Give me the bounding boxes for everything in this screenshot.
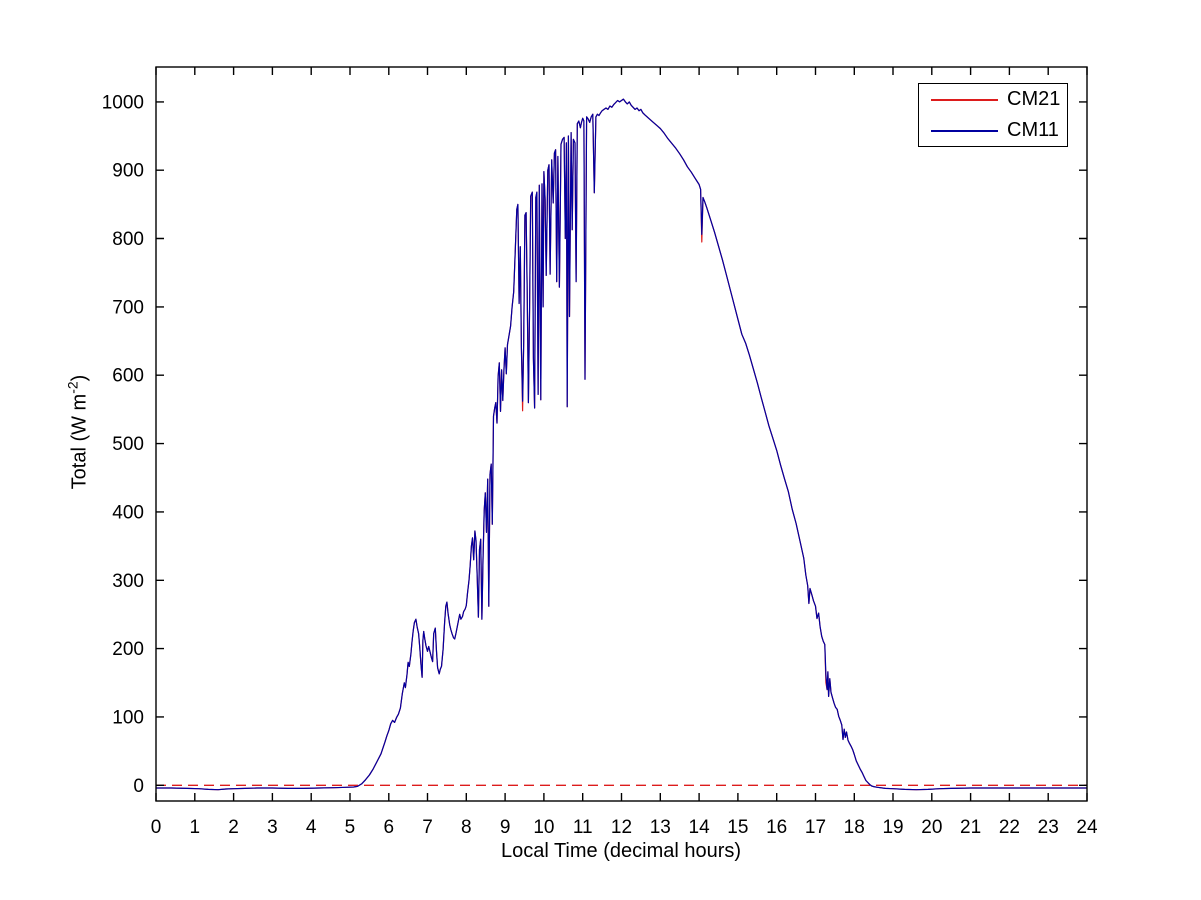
x-tick-label: 4 xyxy=(306,817,317,838)
x-tick-label: 9 xyxy=(500,817,511,838)
x-tick-label: 3 xyxy=(267,817,278,838)
y-axis-label: Total (W m-2) xyxy=(65,375,92,490)
legend: CM21 CM11 xyxy=(918,83,1068,147)
y-tick-label: 100 xyxy=(112,707,144,728)
y-tick-label: 600 xyxy=(112,366,144,387)
legend-label-cm11: CM11 xyxy=(1007,119,1059,141)
x-tick-label: 22 xyxy=(999,817,1020,838)
legend-entry-cm11: CM11 xyxy=(919,116,1067,146)
x-tick-label: 24 xyxy=(1076,817,1098,838)
y-tick-label: 500 xyxy=(112,434,144,455)
x-tick-label: 6 xyxy=(383,817,394,838)
x-tick-label: 21 xyxy=(960,817,981,838)
y-tick-label: 1000 xyxy=(102,92,144,113)
x-tick-label: 15 xyxy=(727,817,748,838)
x-tick-label: 2 xyxy=(228,817,239,838)
x-tick-label: 0 xyxy=(151,817,162,838)
y-tick-label: 0 xyxy=(133,776,144,797)
x-tick-label: 11 xyxy=(573,817,593,838)
x-tick-label: 14 xyxy=(689,817,711,838)
x-tick-label: 8 xyxy=(461,817,472,838)
y-tick-label: 800 xyxy=(112,229,144,250)
axes-box xyxy=(155,66,1088,802)
x-tick-label: 16 xyxy=(766,817,787,838)
series-line-cm21 xyxy=(156,98,1087,791)
x-tick-label: 7 xyxy=(422,817,433,838)
x-tick-label: 13 xyxy=(650,817,671,838)
x-tick-label: 23 xyxy=(1038,817,1059,838)
x-axis-label: Local Time (decimal hours) xyxy=(500,840,742,862)
x-tick-label: 1 xyxy=(190,817,201,838)
legend-label-cm21: CM21 xyxy=(1007,88,1061,110)
legend-entry-cm21: CM21 xyxy=(919,85,1067,115)
y-axis-label-suffix: ) xyxy=(68,374,91,382)
y-axis-label-superscript: -2 xyxy=(64,381,81,394)
y-tick-label: 700 xyxy=(112,297,144,318)
x-tick-label: 18 xyxy=(844,817,865,838)
y-tick-label: 400 xyxy=(112,502,144,523)
legend-line-sample-cm11 xyxy=(931,129,998,132)
x-tick-label: 19 xyxy=(882,817,903,838)
x-tick-label: 10 xyxy=(533,817,554,838)
y-axis-label-text: Total (W m xyxy=(68,393,91,490)
x-tick-label: 20 xyxy=(921,817,942,838)
y-tick-label: 200 xyxy=(112,639,144,660)
x-tick-label: 12 xyxy=(611,817,632,838)
x-tick-label: 17 xyxy=(805,817,826,838)
legend-line-sample-cm21 xyxy=(931,98,998,101)
series-line-cm11 xyxy=(156,98,1087,791)
y-tick-label: 300 xyxy=(112,571,144,592)
x-tick-label: 5 xyxy=(345,817,356,838)
y-tick-label: 900 xyxy=(112,161,144,182)
